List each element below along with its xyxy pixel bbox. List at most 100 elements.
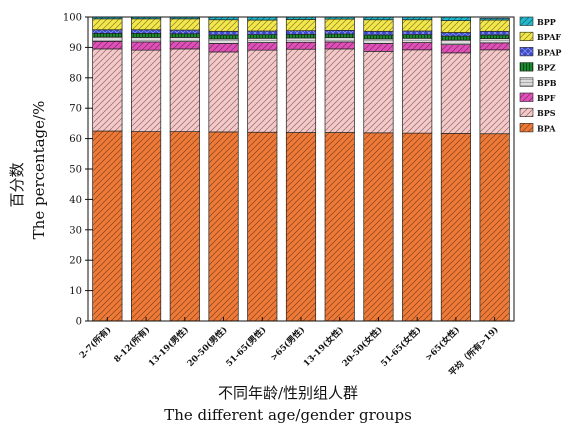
bar-segment-bpa-3 bbox=[208, 131, 239, 322]
bar-segment-bpa-1 bbox=[131, 131, 162, 322]
x-axis-title-cn: 不同年龄/性别组人群 bbox=[218, 384, 358, 402]
legend-swatch-bpz bbox=[519, 62, 534, 72]
bar-segment-bpa-10 bbox=[479, 133, 510, 322]
x-category-label: 13-19(男性) bbox=[146, 324, 191, 369]
bar-segment-bpap-8 bbox=[402, 30, 433, 35]
x-category-label: 20-50(男性) bbox=[185, 324, 230, 369]
bar-segment-bpb-2 bbox=[169, 37, 200, 42]
bar-segment-bps-3 bbox=[208, 51, 239, 133]
bar-segment-bpz-8 bbox=[402, 34, 433, 39]
bar-segment-bpaf-9 bbox=[440, 20, 471, 33]
legend-swatch-bpap bbox=[519, 47, 534, 57]
y-tick-label: 60 bbox=[69, 134, 82, 145]
bar-segment-bpap-7 bbox=[363, 30, 394, 36]
y-tick-label: 0 bbox=[76, 317, 82, 328]
bar-segment-bpf-3 bbox=[208, 43, 239, 53]
bar-segment-bpb-8 bbox=[402, 37, 433, 43]
bar-segment-bpaf-3 bbox=[208, 19, 239, 32]
bar-segment-bpaf-5 bbox=[285, 19, 317, 32]
bar-segment-bpb-4 bbox=[247, 37, 278, 43]
legend-label-bps: BPS bbox=[537, 108, 556, 118]
bar-segment-bpf-9 bbox=[440, 44, 471, 54]
bar-segment-bpf-4 bbox=[247, 42, 278, 51]
bars-layer bbox=[92, 16, 510, 322]
bar-segment-bpb-0 bbox=[92, 36, 123, 42]
legend-swatch-bpa bbox=[519, 123, 534, 133]
bar-segment-bpa-2 bbox=[169, 131, 200, 322]
bar-segment-bpz-10 bbox=[479, 34, 510, 39]
bar-segment-bpz-4 bbox=[247, 34, 278, 39]
x-category-label: >65(女性) bbox=[423, 324, 462, 363]
y-axis-title-en: The percentage/% bbox=[30, 101, 48, 240]
legend-label-bpf: BPF bbox=[537, 93, 556, 103]
x-axis-title-en: The different age/gender groups bbox=[164, 406, 412, 424]
bar-segment-bps-10 bbox=[479, 49, 510, 135]
bar-segment-bpf-8 bbox=[402, 42, 433, 51]
y-axis-title-cn: 百分数 bbox=[8, 162, 26, 207]
bar-segment-bpb-10 bbox=[479, 38, 510, 44]
legend-swatch-bpb bbox=[519, 77, 534, 87]
legend-label-bpb: BPB bbox=[537, 78, 557, 88]
bar-segment-bps-8 bbox=[402, 49, 433, 134]
bar-segment-bpb-5 bbox=[285, 37, 317, 43]
bar-segment-bpaf-8 bbox=[402, 19, 433, 32]
y-tick-label: 10 bbox=[69, 286, 82, 297]
bar-segment-bpap-5 bbox=[285, 30, 317, 35]
bar-segment-bpz-0 bbox=[92, 33, 123, 38]
legend-label-bpa: BPA bbox=[537, 123, 556, 133]
y-tick-label: 90 bbox=[69, 43, 82, 54]
y-tick-label: 40 bbox=[69, 195, 82, 206]
bar-segment-bpf-10 bbox=[479, 42, 510, 51]
bar-segment-bpz-1 bbox=[131, 33, 162, 38]
bar-segment-bpf-1 bbox=[131, 41, 162, 51]
bar-segment-bpa-4 bbox=[247, 131, 278, 322]
bar-segment-bpz-2 bbox=[169, 33, 200, 38]
y-tick-label: 80 bbox=[69, 73, 82, 84]
bar-segment-bpa-6 bbox=[324, 132, 355, 322]
x-category-label: 20-50(女性) bbox=[340, 324, 385, 369]
x-category-label: 51-65(女性) bbox=[379, 324, 424, 369]
bar-segment-bpa-0 bbox=[92, 130, 123, 322]
bar-segment-bps-1 bbox=[131, 49, 162, 132]
bar-segment-bps-0 bbox=[92, 48, 123, 132]
bar-segment-bpz-5 bbox=[285, 33, 317, 39]
bar-segment-bpf-6 bbox=[324, 41, 355, 50]
bar-segment-bpf-0 bbox=[92, 40, 123, 50]
bar-segment-bpap-3 bbox=[208, 30, 239, 36]
bar-segment-bps-7 bbox=[363, 50, 394, 134]
bar-segment-bpaf-0 bbox=[92, 18, 123, 31]
x-category-label: >65(男性) bbox=[268, 324, 307, 363]
x-category-label: 8-12(所有) bbox=[112, 324, 153, 365]
legend-swatch-bps bbox=[519, 107, 534, 117]
y-tick-label: 30 bbox=[69, 225, 82, 236]
bar-segment-bpf-5 bbox=[285, 41, 317, 50]
legend-label-bpaf: BPAF bbox=[537, 32, 561, 42]
y-tick-label: 70 bbox=[69, 104, 82, 115]
bar-segment-bps-6 bbox=[324, 48, 355, 133]
bar-segment-bpap-4 bbox=[247, 30, 278, 35]
bar-segment-bpz-9 bbox=[440, 35, 471, 41]
bar-segment-bpp-10 bbox=[479, 17, 510, 21]
bar-segment-bps-5 bbox=[285, 48, 317, 133]
legend: BPP BPAF BPAP BPZ BPB BPF BPS BPA bbox=[519, 16, 561, 133]
bar-segment-bpap-9 bbox=[440, 32, 471, 37]
bar-segment-bps-9 bbox=[440, 52, 471, 134]
bar-segment-bpb-3 bbox=[208, 38, 239, 44]
bar-segment-bpb-1 bbox=[131, 37, 162, 43]
bar-segment-bpb-6 bbox=[324, 37, 355, 43]
legend-swatch-bpp bbox=[519, 16, 534, 26]
bar-segment-bpf-7 bbox=[363, 43, 394, 52]
bar-segment-bpaf-2 bbox=[169, 18, 200, 31]
x-category-label: 13-19(女性) bbox=[301, 324, 346, 369]
bar-segment-bpa-5 bbox=[285, 132, 317, 322]
bar-segment-bpap-6 bbox=[324, 30, 355, 35]
legend-label-bpz: BPZ bbox=[537, 63, 556, 73]
bar-segment-bpa-7 bbox=[363, 132, 394, 322]
bar-segment-bpb-9 bbox=[440, 39, 471, 46]
bar-segment-bpz-7 bbox=[363, 34, 394, 40]
bar-segment-bpz-6 bbox=[324, 33, 355, 39]
bar-segment-bpap-2 bbox=[169, 29, 200, 35]
legend-swatch-bpf bbox=[519, 92, 534, 102]
bar-segment-bps-2 bbox=[169, 48, 200, 132]
